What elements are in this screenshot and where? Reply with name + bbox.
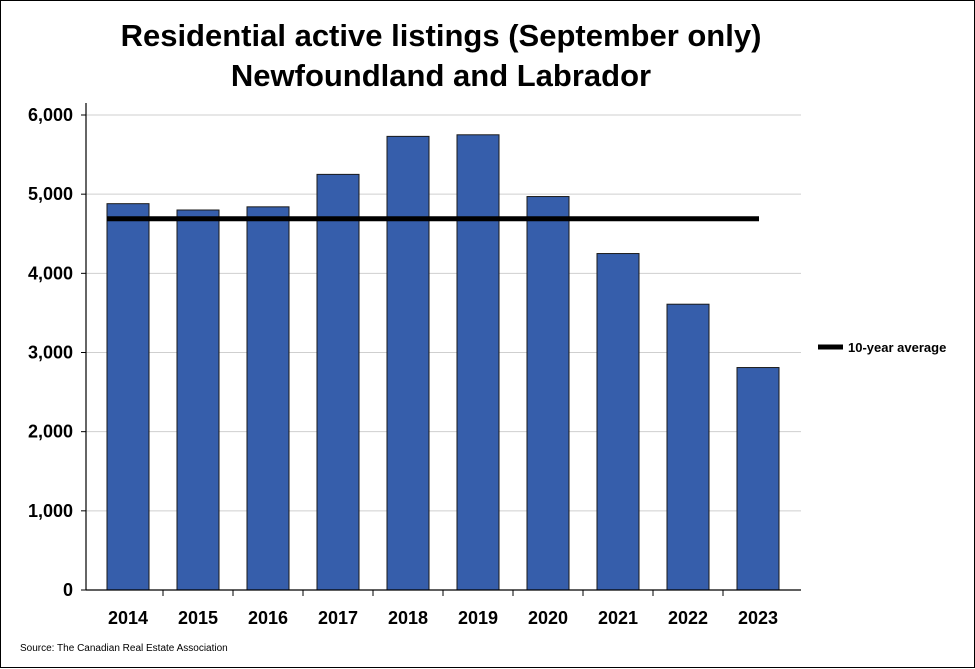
y-tick-label: 2,000 — [28, 422, 73, 442]
x-tick-label: 2020 — [528, 608, 568, 628]
bar-2017 — [316, 173, 360, 591]
x-tick-label: 2016 — [248, 608, 288, 628]
bar-2022 — [666, 303, 710, 591]
legend-label-10-year-average: 10-year average — [848, 340, 946, 355]
bar-2020 — [526, 196, 570, 591]
x-tick-label: 2021 — [598, 608, 638, 628]
chart-subtitle: Newfoundland and Labrador — [230, 58, 652, 93]
y-tick-label: 3,000 — [28, 343, 73, 363]
bar-2019 — [456, 134, 500, 591]
y-tick-label: 4,000 — [28, 263, 73, 283]
x-tick-label: 2023 — [738, 608, 778, 628]
bar-2018 — [386, 135, 430, 591]
axes — [85, 103, 801, 591]
source-note: Source: The Canadian Real Estate Associa… — [20, 643, 228, 654]
y-tick-label: 0 — [63, 580, 73, 600]
bar-2014 — [106, 203, 150, 591]
x-tick-label: 2019 — [458, 608, 498, 628]
bar-2016 — [246, 206, 290, 591]
legend: 10-year average — [818, 340, 946, 355]
y-tick-label: 6,000 — [28, 105, 73, 125]
bars — [106, 134, 780, 591]
bar-2023 — [736, 367, 780, 591]
y-tick-label: 5,000 — [28, 184, 73, 204]
x-tick-label: 2022 — [668, 608, 708, 628]
x-tick-label: 2018 — [388, 608, 428, 628]
y-tick-labels: 0 1,000 2,000 3,000 4,000 5,000 6,000 — [28, 105, 73, 600]
x-tick-label: 2015 — [178, 608, 218, 628]
x-tick-label: 2017 — [318, 608, 358, 628]
chart-title: Residential active listings (September o… — [120, 18, 762, 53]
x-tick-label: 2014 — [108, 608, 148, 628]
bar-2015 — [176, 209, 220, 591]
bar-2021 — [596, 253, 640, 591]
y-tick-label: 1,000 — [28, 501, 73, 521]
x-tick-labels: 2014 2015 2016 2017 2018 2019 2020 2021 2022 2023 — [108, 608, 778, 628]
